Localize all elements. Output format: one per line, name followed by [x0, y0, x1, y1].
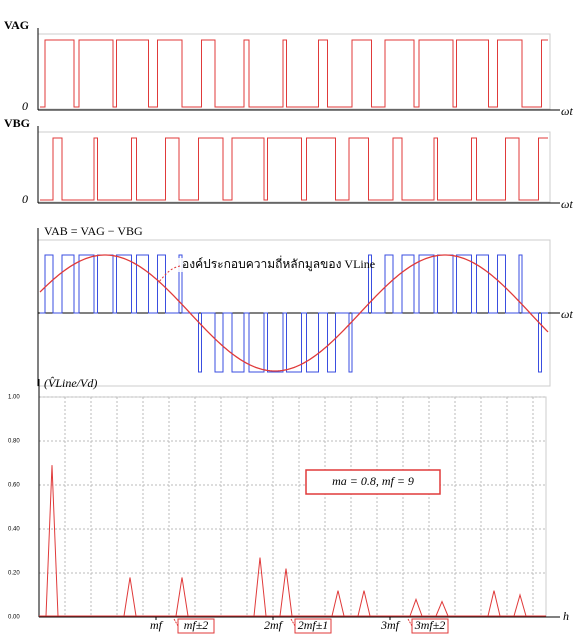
y-axis-label: (V̂Line/Vd)	[44, 376, 97, 390]
panel-label: VBG	[4, 116, 30, 130]
panel-label: VAG	[4, 18, 29, 32]
zero-label: 0	[22, 99, 28, 113]
axis-label: ωt	[561, 307, 573, 321]
harmonic-note: mf±2	[184, 618, 209, 632]
x-tick-label: 3mf	[380, 618, 401, 632]
y-tick-label: 0.80	[8, 439, 20, 445]
zero-label: 0	[22, 192, 28, 206]
axis-label: ωt	[561, 104, 573, 118]
harmonic-note: 2mf±1	[298, 618, 329, 632]
y-tick-label: 0.20	[8, 571, 20, 577]
y-tick-label: 0.00	[8, 615, 20, 621]
background	[0, 0, 577, 634]
panel-label: VAB = VAG − VBG	[44, 224, 143, 238]
y-tick-label: 1.00	[8, 395, 20, 401]
y-tick-label: 0.60	[8, 483, 20, 489]
harmonic-note: 3mf±2	[414, 618, 446, 632]
figure: VAG 0 ωt VBG 0 ωt VAB = VAG − VBG ωt องค์ประกอบค…	[0, 0, 577, 634]
x-tick-label: mf	[150, 618, 164, 632]
x-tick-label: 2mf	[264, 618, 284, 632]
annotation: องค์ประกอบความถี่หลักมูลของ VLine	[182, 255, 375, 272]
y-tick-label: 0.40	[8, 527, 20, 533]
x-axis-label: h	[563, 609, 569, 623]
axis-label: ωt	[561, 197, 573, 211]
annotation: ma = 0.8, mf = 9	[332, 474, 414, 488]
